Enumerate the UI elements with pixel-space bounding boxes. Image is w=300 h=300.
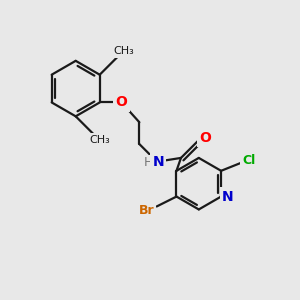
Text: Br: Br [139, 204, 154, 217]
Text: O: O [116, 95, 128, 110]
Text: CH₃: CH₃ [89, 135, 110, 145]
Text: N: N [152, 155, 164, 169]
Text: Cl: Cl [242, 154, 256, 167]
Text: H: H [144, 156, 153, 170]
Text: N: N [222, 190, 234, 204]
Text: CH₃: CH₃ [113, 46, 134, 56]
Text: O: O [199, 131, 211, 145]
